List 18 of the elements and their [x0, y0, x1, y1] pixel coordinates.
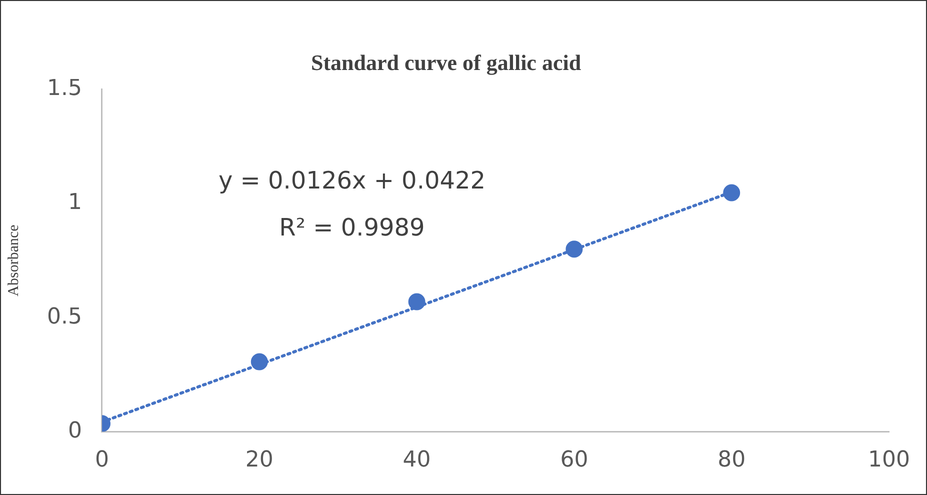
- y-tick-label: 0.5: [46, 304, 82, 330]
- x-tick-label: 40: [402, 448, 431, 473]
- chart-title: Standard curve of gallic acid: [310, 50, 582, 75]
- x-tick-label: 100: [868, 448, 910, 473]
- annotation: y = 0.0126x + 0.0422: [218, 166, 486, 195]
- x-tick-label: 60: [560, 448, 588, 473]
- y-axis-title: Absorbance: [6, 224, 22, 296]
- y-tick-label: 1.5: [46, 76, 82, 102]
- y-tick-label: 0: [68, 418, 82, 444]
- annotation: R² = 0.9989: [279, 214, 425, 242]
- x-tick-label: 20: [245, 448, 274, 473]
- point: [408, 293, 426, 310]
- point: [250, 353, 268, 370]
- x-tick-label: 80: [718, 448, 746, 473]
- point: [566, 240, 583, 258]
- point: [723, 184, 740, 202]
- y-tick-label: 1: [68, 190, 82, 216]
- x-tick-label: 0: [94, 448, 109, 473]
